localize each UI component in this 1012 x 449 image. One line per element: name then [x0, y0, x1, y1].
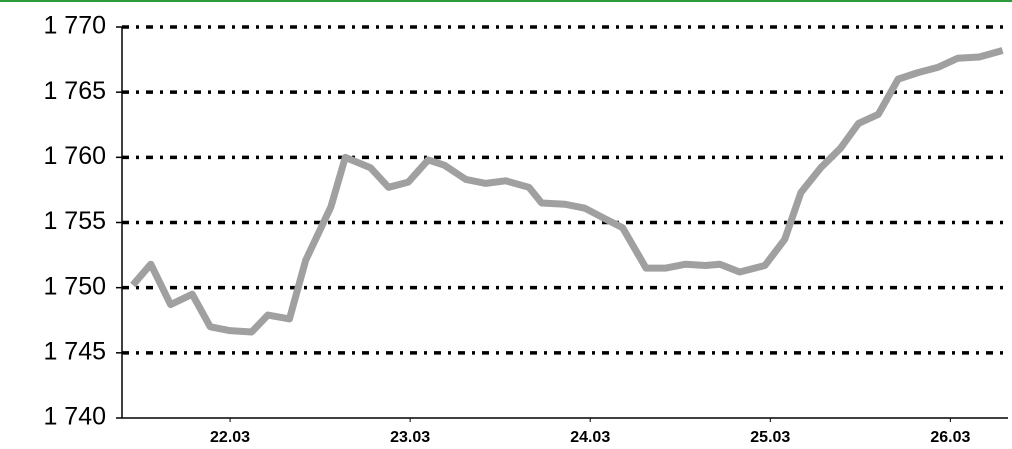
series-line — [130, 47, 1004, 336]
x-tick-label: 26.03 — [930, 429, 970, 446]
y-tick-label: 1 770 — [43, 12, 106, 40]
x-tick-label: 22.03 — [210, 429, 250, 446]
y-tick-label: 1 755 — [43, 207, 106, 235]
x-tick-label: 25.03 — [750, 429, 790, 446]
x-tick-label: 24.03 — [570, 429, 610, 446]
y-tick-label: 1 765 — [43, 77, 106, 105]
y-tick-label: 1 750 — [43, 272, 106, 300]
y-tick-label: 1 760 — [43, 142, 106, 170]
y-tick-label: 1 740 — [43, 403, 106, 431]
y-tick-label: 1 745 — [43, 337, 106, 365]
x-tick-label: 23.03 — [390, 429, 430, 446]
